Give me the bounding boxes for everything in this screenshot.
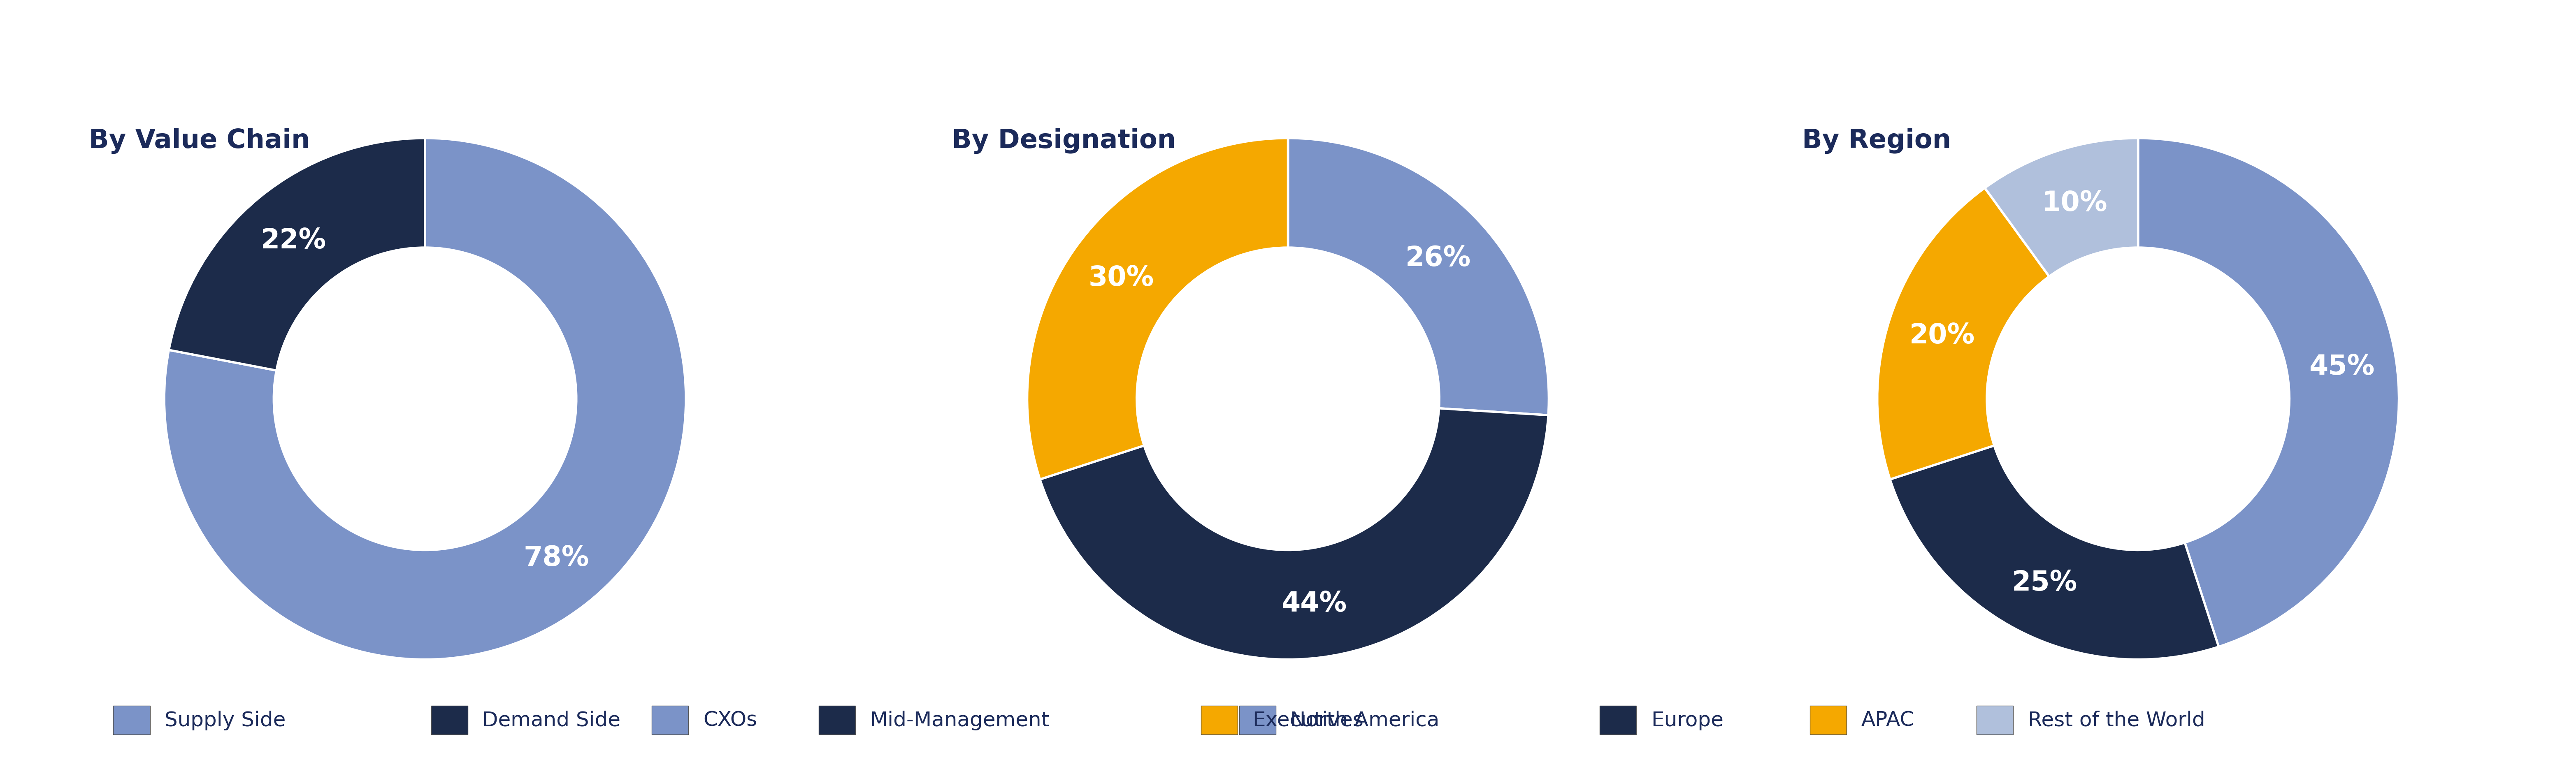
Wedge shape — [1028, 138, 1288, 480]
Wedge shape — [1891, 445, 2218, 660]
Bar — [1811, 705, 1847, 734]
Wedge shape — [1878, 188, 2048, 480]
Text: Mid-Management: Mid-Management — [871, 711, 1048, 730]
Text: 20%: 20% — [1909, 321, 1976, 349]
Text: CXOs: CXOs — [703, 711, 757, 730]
Wedge shape — [1288, 138, 1548, 416]
Text: 10%: 10% — [2043, 190, 2107, 217]
Bar — [1600, 705, 1636, 734]
Bar — [430, 705, 469, 734]
Text: Primary Sources: Primary Sources — [1151, 46, 1425, 75]
Bar — [819, 705, 855, 734]
Text: Europe: Europe — [1651, 711, 1723, 730]
Text: 25%: 25% — [2012, 568, 2076, 596]
Text: North America: North America — [1291, 711, 1440, 730]
Text: 22%: 22% — [260, 226, 327, 254]
Text: 45%: 45% — [2308, 353, 2375, 380]
Bar — [1239, 705, 1275, 734]
Text: 78%: 78% — [523, 544, 590, 572]
Text: Rest of the World: Rest of the World — [2027, 711, 2205, 730]
Wedge shape — [165, 138, 685, 660]
Text: 26%: 26% — [1406, 245, 1471, 271]
Text: Supply Side: Supply Side — [165, 711, 286, 730]
Text: 30%: 30% — [1090, 264, 1154, 292]
Text: Executives: Executives — [1252, 711, 1363, 730]
Text: Demand Side: Demand Side — [482, 711, 621, 730]
Bar — [1976, 705, 2014, 734]
Wedge shape — [170, 138, 425, 371]
Wedge shape — [2138, 138, 2398, 647]
Text: By Designation: By Designation — [953, 128, 1177, 154]
Text: 44%: 44% — [1280, 590, 1347, 617]
Text: By Region: By Region — [1803, 128, 1950, 154]
Bar — [1200, 705, 1236, 734]
Bar — [652, 705, 688, 734]
Wedge shape — [1984, 138, 2138, 277]
Wedge shape — [1041, 408, 1548, 660]
Text: By Value Chain: By Value Chain — [90, 128, 309, 154]
Bar — [113, 705, 149, 734]
Text: APAC: APAC — [1860, 711, 1914, 730]
